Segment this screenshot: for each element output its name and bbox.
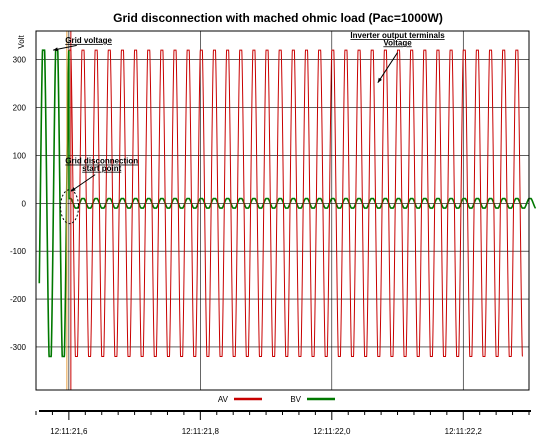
marker-layer: [60, 31, 80, 390]
legend-label-bv: BV: [290, 395, 301, 404]
y-axis-label: Volt: [17, 35, 26, 49]
grid-layer: [36, 31, 529, 390]
series-layer: [38, 49, 537, 358]
annotation-label: Grid voltage: [65, 36, 112, 45]
y-tick-label: -200: [10, 295, 27, 304]
annotation-label: Voltage: [383, 38, 412, 47]
arrow-inverter-voltage: [377, 52, 398, 83]
x-tick-label: 12:11:22,0: [313, 427, 351, 436]
legend: AV BV: [218, 395, 335, 404]
arrow-inverter-voltage-head: [377, 77, 382, 83]
series-line-av: [68, 49, 523, 357]
x-tick-labels: 12:11:21,6 12:11:21,8 12:11:22,0 12:11:22,2: [35, 411, 530, 436]
x-tick-label: 12:11:22,2: [445, 427, 483, 436]
annotation-label: start point: [82, 164, 121, 173]
y-tick-label: 100: [13, 151, 27, 160]
legend-label-av: AV: [218, 395, 229, 404]
disconnection-marker-ellipse: [60, 189, 80, 225]
y-tick-label: -300: [10, 343, 27, 352]
annotation-label: Grid disconnection: [65, 157, 138, 166]
arrow-disconnection-head: [70, 187, 76, 192]
arrow-grid-voltage-head: [53, 47, 58, 52]
y-tick-label: 0: [22, 199, 27, 208]
x-tick-label: 12:11:21,8: [182, 427, 220, 436]
x-tick-label: 12:11:21,6: [50, 427, 88, 436]
y-tick-label: -100: [10, 247, 27, 256]
arrow-disconnection: [70, 174, 96, 192]
chart-title: Grid disconnection with mached ohmic loa…: [113, 11, 443, 25]
y-tick-label: 300: [13, 56, 27, 65]
annotation-label: Inverter output terminals: [350, 31, 445, 40]
series-line-bv: [38, 49, 537, 358]
y-tick-labels: 300 200 100 0 -100 -200 -300: [10, 56, 27, 352]
plot-area-border: [35, 30, 530, 391]
y-tick-label: 200: [13, 104, 27, 113]
